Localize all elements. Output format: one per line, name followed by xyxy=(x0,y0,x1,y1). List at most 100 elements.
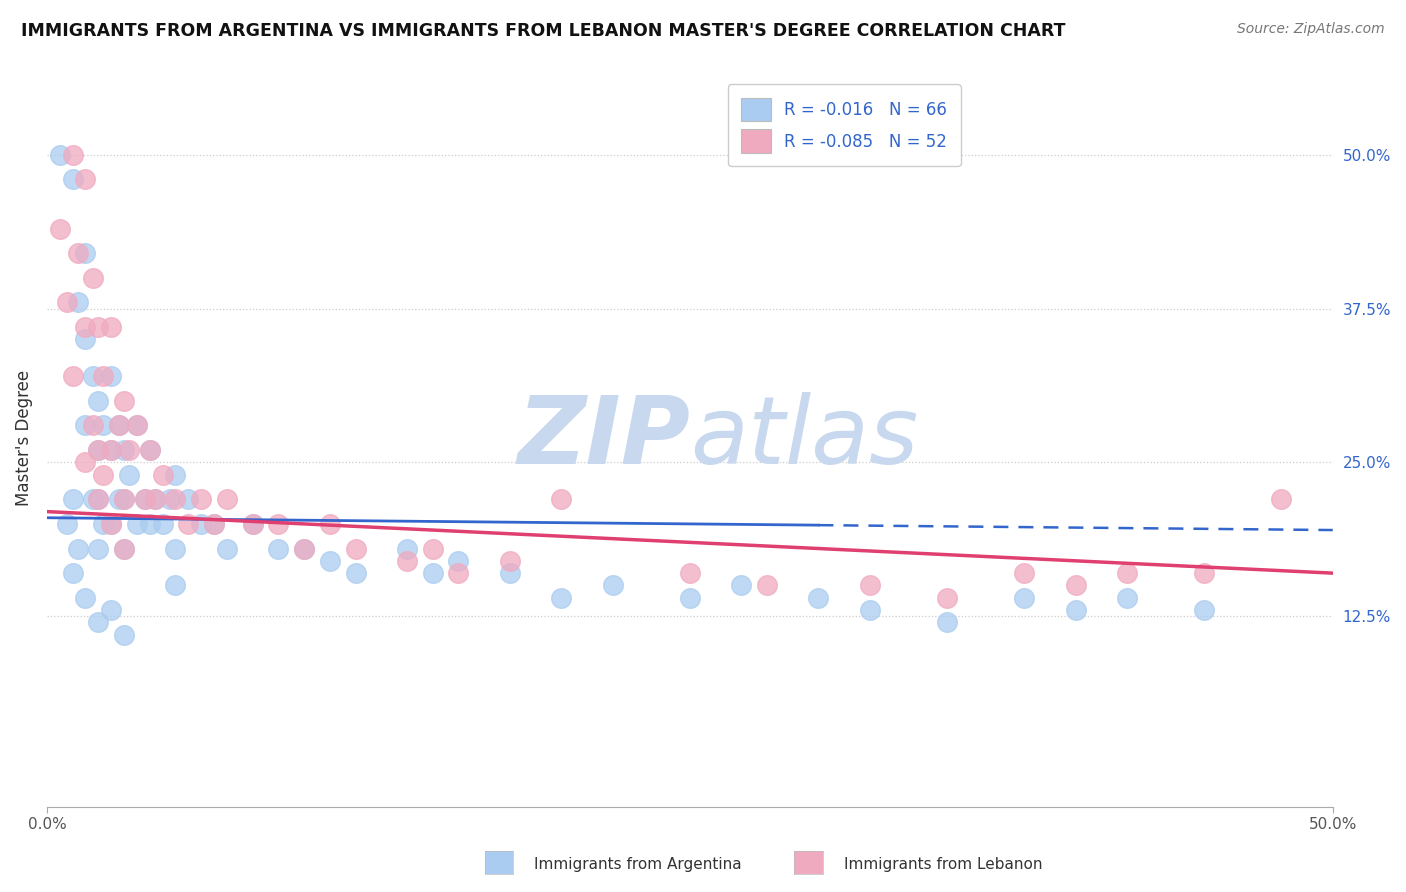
Point xyxy=(56,516,79,531)
Point xyxy=(165,492,187,507)
Point xyxy=(134,492,156,507)
Point xyxy=(100,603,122,617)
Point xyxy=(75,332,97,346)
Point xyxy=(75,320,97,334)
Point xyxy=(48,221,70,235)
Point xyxy=(1116,591,1139,605)
Text: IMMIGRANTS FROM ARGENTINA VS IMMIGRANTS FROM LEBANON MASTER'S DEGREE CORRELATION: IMMIGRANTS FROM ARGENTINA VS IMMIGRANTS … xyxy=(21,22,1066,40)
Point xyxy=(859,603,882,617)
Point xyxy=(807,591,830,605)
Point xyxy=(100,369,122,384)
Text: Source: ZipAtlas.com: Source: ZipAtlas.com xyxy=(1237,22,1385,37)
Point xyxy=(319,516,342,531)
Point xyxy=(936,615,959,630)
Point xyxy=(100,443,122,458)
Point xyxy=(87,393,110,408)
Point xyxy=(66,295,89,310)
Point xyxy=(93,418,115,433)
Point xyxy=(118,467,141,482)
Point xyxy=(125,516,148,531)
Point xyxy=(125,418,148,433)
Point xyxy=(730,578,752,592)
Point xyxy=(215,541,238,556)
Point xyxy=(139,516,162,531)
Point xyxy=(1064,578,1087,592)
Point xyxy=(75,455,97,469)
Point xyxy=(267,516,290,531)
Point xyxy=(139,443,162,458)
Point xyxy=(87,492,110,507)
Point xyxy=(82,492,104,507)
Point xyxy=(292,541,315,556)
Point xyxy=(422,566,444,581)
Point xyxy=(165,467,187,482)
Point xyxy=(1116,566,1139,581)
Point xyxy=(100,320,122,334)
Point xyxy=(82,270,104,285)
Point xyxy=(100,516,122,531)
Point xyxy=(62,566,84,581)
Point xyxy=(82,418,104,433)
Point xyxy=(1192,603,1215,617)
Point xyxy=(87,443,110,458)
Point xyxy=(87,492,110,507)
Point xyxy=(859,578,882,592)
Point xyxy=(267,541,290,556)
Point xyxy=(550,591,572,605)
Point xyxy=(93,467,115,482)
Point xyxy=(75,418,97,433)
Point xyxy=(1012,566,1035,581)
Point xyxy=(66,246,89,260)
Point xyxy=(242,516,264,531)
Point xyxy=(679,591,702,605)
Point xyxy=(499,554,522,568)
Point xyxy=(165,541,187,556)
Point xyxy=(112,443,135,458)
Point xyxy=(1270,492,1292,507)
Point xyxy=(152,516,174,531)
Point xyxy=(75,591,97,605)
Point xyxy=(100,516,122,531)
Point xyxy=(87,615,110,630)
Point xyxy=(112,541,135,556)
Point xyxy=(108,492,131,507)
Point xyxy=(344,566,367,581)
Text: atlas: atlas xyxy=(690,392,918,483)
Text: Immigrants from Argentina: Immigrants from Argentina xyxy=(534,857,742,872)
Point xyxy=(292,541,315,556)
Point xyxy=(143,492,166,507)
Point xyxy=(118,443,141,458)
Point xyxy=(100,443,122,458)
Point xyxy=(177,516,200,531)
Point xyxy=(93,516,115,531)
Point xyxy=(82,369,104,384)
Point xyxy=(1064,603,1087,617)
Point xyxy=(75,246,97,260)
Point xyxy=(134,492,156,507)
Point xyxy=(177,492,200,507)
Point xyxy=(112,541,135,556)
Point xyxy=(152,467,174,482)
Point xyxy=(165,578,187,592)
Point xyxy=(125,418,148,433)
Point xyxy=(202,516,225,531)
Point xyxy=(679,566,702,581)
Point xyxy=(756,578,779,592)
Point xyxy=(139,443,162,458)
Point xyxy=(143,492,166,507)
Point xyxy=(75,172,97,186)
Point xyxy=(202,516,225,531)
Legend: R = -0.016   N = 66, R = -0.085   N = 52: R = -0.016 N = 66, R = -0.085 N = 52 xyxy=(728,84,960,167)
Point xyxy=(112,628,135,642)
Point xyxy=(87,443,110,458)
Point xyxy=(936,591,959,605)
Point xyxy=(108,418,131,433)
Point xyxy=(112,393,135,408)
Point xyxy=(190,516,212,531)
Point xyxy=(66,541,89,556)
Point xyxy=(1012,591,1035,605)
Point xyxy=(447,566,470,581)
Point xyxy=(395,541,418,556)
Point xyxy=(159,492,181,507)
Point xyxy=(602,578,624,592)
